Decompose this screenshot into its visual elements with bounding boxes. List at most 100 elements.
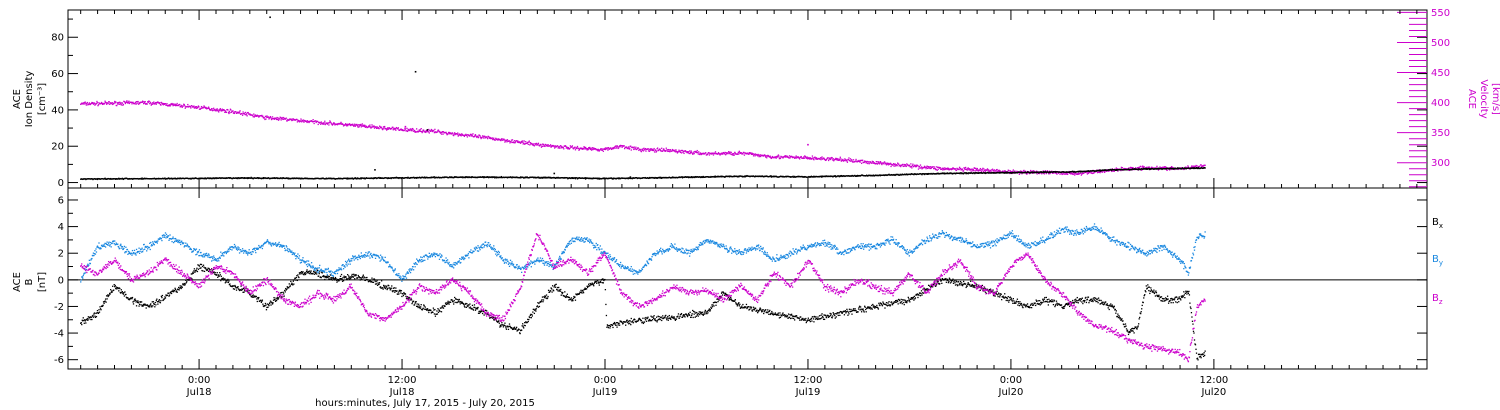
density-point bbox=[1157, 168, 1160, 170]
velocity-point bbox=[642, 150, 645, 152]
bx-point bbox=[258, 296, 260, 299]
velocity-point bbox=[638, 149, 640, 152]
velocity-point bbox=[893, 165, 895, 167]
velocity-point bbox=[600, 148, 602, 150]
velocity-point bbox=[192, 106, 195, 108]
density-velocity-series bbox=[80, 16, 1206, 181]
velocity-point bbox=[350, 124, 352, 127]
density-point bbox=[681, 176, 683, 178]
velocity-point bbox=[282, 118, 284, 121]
density-point bbox=[1142, 168, 1144, 170]
velocity-point bbox=[116, 102, 118, 104]
velocity-point bbox=[428, 128, 430, 131]
density-point bbox=[879, 174, 881, 176]
velocity-point bbox=[528, 140, 530, 142]
velocity-point bbox=[545, 144, 547, 146]
velocity-point bbox=[842, 158, 844, 161]
velocity-point bbox=[144, 102, 146, 104]
bx-point bbox=[269, 300, 272, 302]
velocity-point bbox=[1115, 167, 1117, 169]
bx-point bbox=[276, 297, 279, 299]
velocity-point bbox=[813, 159, 815, 161]
velocity-point bbox=[971, 168, 973, 170]
velocity-point bbox=[653, 147, 655, 150]
velocity-point bbox=[689, 152, 691, 155]
velocity-point bbox=[1029, 169, 1032, 172]
density-point bbox=[141, 177, 143, 179]
velocity-point bbox=[360, 126, 362, 128]
velocity-point bbox=[116, 104, 118, 107]
bx-point bbox=[104, 300, 106, 302]
velocity-point bbox=[724, 151, 726, 154]
density-axis-label-line-1: ACE bbox=[12, 89, 23, 109]
velocity-point bbox=[644, 147, 647, 150]
bx-point bbox=[135, 305, 138, 307]
velocity-point bbox=[941, 168, 943, 170]
velocity-point bbox=[172, 105, 174, 107]
velocity-point bbox=[320, 123, 322, 125]
velocity-point bbox=[757, 154, 760, 156]
velocity-point bbox=[822, 158, 824, 160]
velocity-point bbox=[222, 109, 224, 112]
velocity-point bbox=[937, 168, 939, 170]
velocity-point bbox=[212, 109, 214, 111]
velocity-point bbox=[603, 148, 606, 150]
velocity-point bbox=[200, 105, 203, 108]
velocity-point bbox=[181, 106, 183, 108]
velocity-point bbox=[328, 122, 331, 124]
velocity-point bbox=[546, 145, 549, 147]
bx-point bbox=[184, 283, 186, 285]
velocity-point bbox=[868, 161, 870, 163]
bx-point bbox=[107, 295, 109, 298]
velocity-point bbox=[1042, 170, 1044, 172]
velocity-point bbox=[557, 145, 559, 147]
velocity-point bbox=[178, 104, 180, 107]
bx-series bbox=[80, 263, 1206, 361]
velocity-point bbox=[556, 145, 558, 148]
velocity-point bbox=[505, 139, 508, 142]
velocity-point bbox=[928, 166, 930, 168]
velocity-point bbox=[86, 102, 88, 105]
density-point bbox=[262, 176, 265, 179]
bx-point bbox=[113, 289, 115, 291]
velocity-point bbox=[950, 168, 953, 171]
bx-point bbox=[283, 293, 285, 295]
velocity-point bbox=[135, 101, 138, 103]
bx-point bbox=[125, 296, 128, 298]
density-point bbox=[519, 177, 521, 179]
velocity-point bbox=[778, 155, 780, 157]
velocity-point bbox=[1003, 171, 1005, 173]
velocity-point bbox=[673, 149, 675, 151]
bx-point bbox=[156, 301, 158, 303]
velocity-point bbox=[312, 120, 315, 123]
velocity-point bbox=[574, 146, 576, 148]
bx-point bbox=[193, 270, 195, 272]
velocity-point bbox=[528, 141, 530, 143]
velocity-point bbox=[261, 114, 263, 117]
velocity-point bbox=[831, 157, 833, 159]
velocity-point bbox=[618, 145, 621, 147]
velocity-point bbox=[524, 143, 526, 145]
velocity-point bbox=[1072, 173, 1074, 176]
velocity-point bbox=[660, 150, 662, 152]
velocity-point bbox=[1146, 166, 1148, 169]
bx-point bbox=[181, 286, 183, 289]
velocity-point bbox=[972, 168, 974, 171]
velocity-point bbox=[549, 145, 551, 147]
velocity-point bbox=[278, 118, 281, 120]
density-point bbox=[549, 176, 552, 179]
density-point bbox=[592, 178, 594, 180]
density-point bbox=[1193, 167, 1195, 169]
velocity-point bbox=[986, 169, 988, 172]
velocity-point bbox=[375, 127, 378, 130]
density-point bbox=[627, 178, 629, 180]
velocity-point bbox=[849, 158, 852, 160]
velocity-point bbox=[765, 155, 767, 157]
velocity-point bbox=[912, 163, 914, 165]
velocity-point bbox=[323, 122, 325, 124]
velocity-point bbox=[379, 125, 381, 128]
velocity-point bbox=[836, 157, 838, 160]
velocity-point bbox=[775, 157, 778, 159]
velocity-point bbox=[788, 155, 791, 157]
